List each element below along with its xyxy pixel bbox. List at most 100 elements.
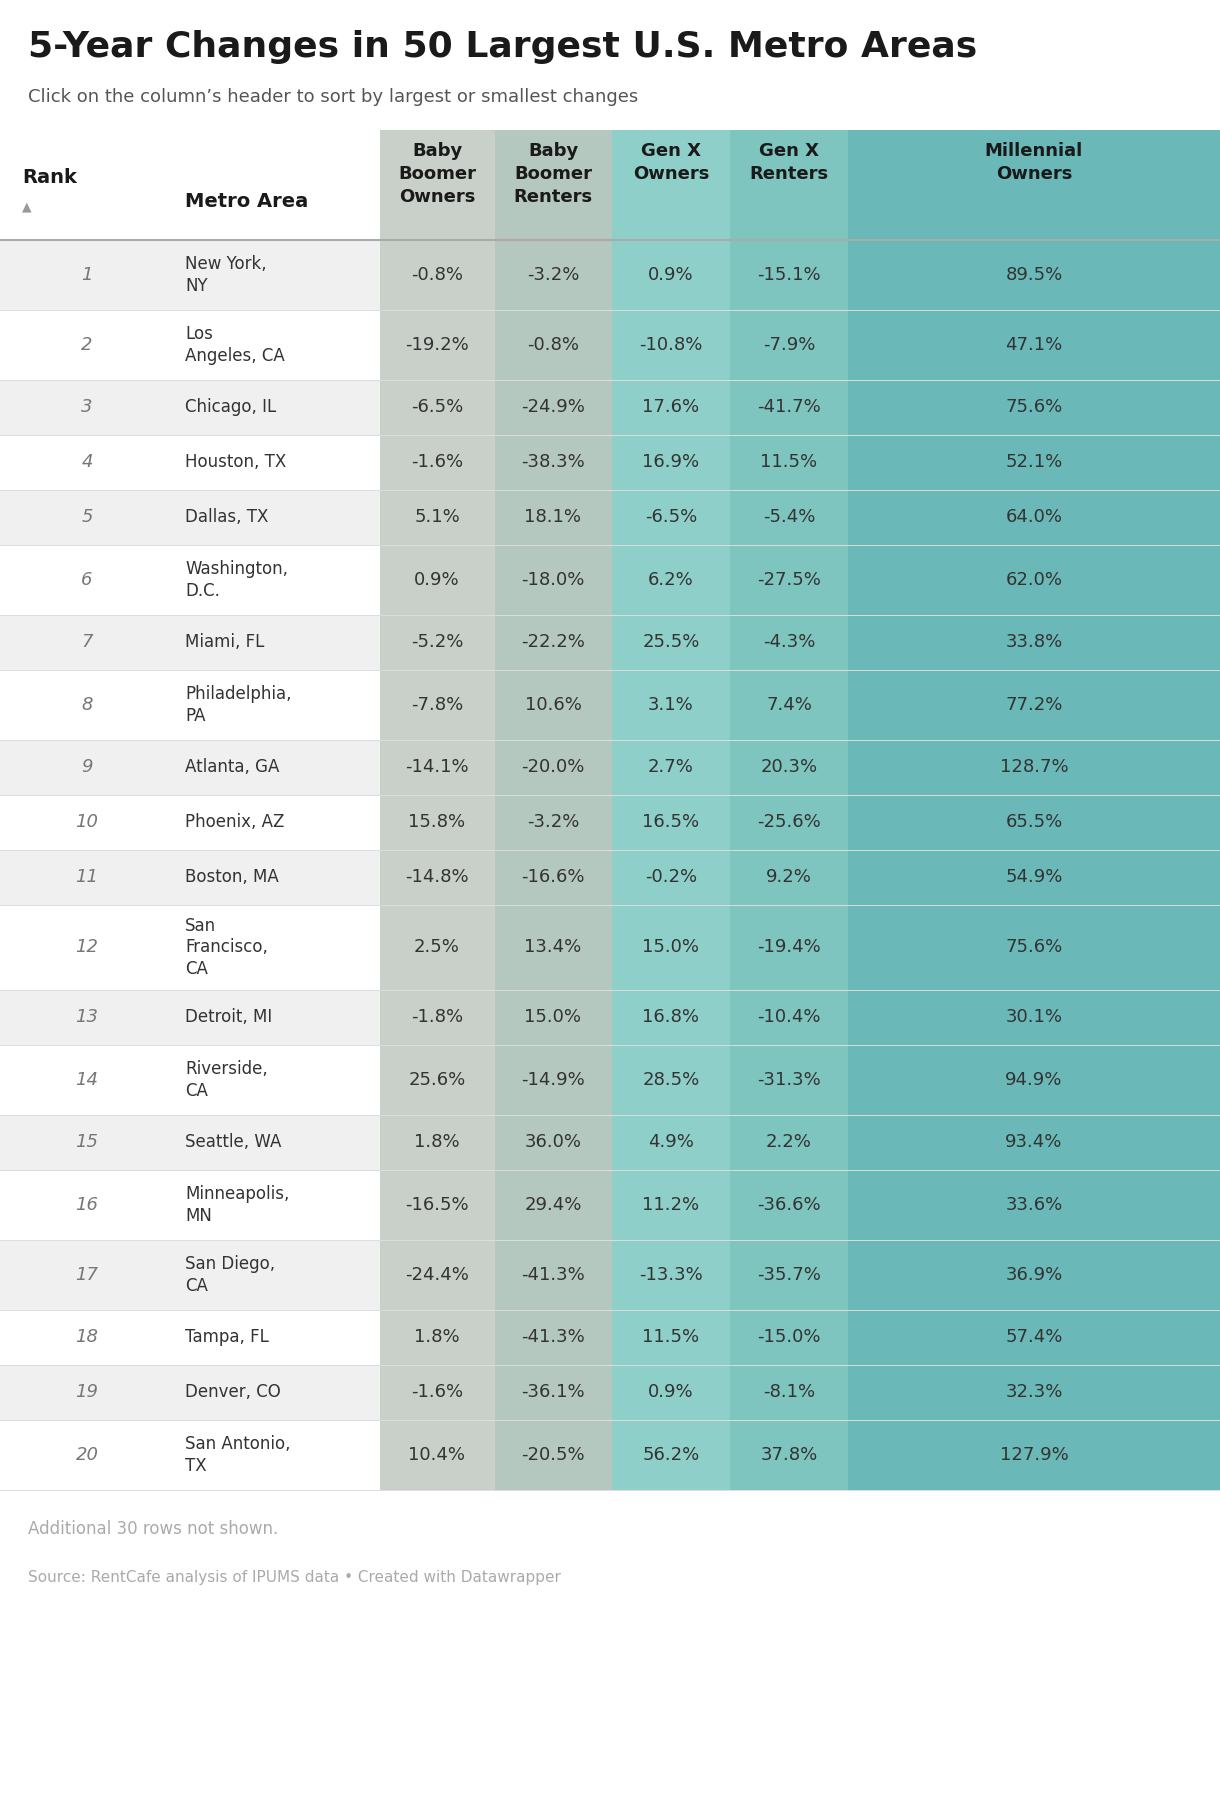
Text: -41.3%: -41.3% — [521, 1267, 584, 1283]
Text: 127.9%: 127.9% — [999, 1447, 1069, 1463]
Text: Baby
Boomer
Owners: Baby Boomer Owners — [398, 142, 476, 206]
Text: Washington,
D.C.: Washington, D.C. — [185, 561, 288, 601]
Text: -0.8%: -0.8% — [411, 266, 464, 284]
Text: Atlanta, GA: Atlanta, GA — [185, 757, 279, 775]
Text: San Diego,
CA: San Diego, CA — [185, 1256, 276, 1294]
Text: -36.6%: -36.6% — [758, 1196, 821, 1214]
Text: 13: 13 — [76, 1008, 99, 1026]
Text: 0.9%: 0.9% — [414, 571, 460, 590]
Text: 6.2%: 6.2% — [648, 571, 694, 590]
Text: 36.9%: 36.9% — [1005, 1267, 1063, 1283]
Text: -25.6%: -25.6% — [758, 814, 821, 832]
Text: 36.0%: 36.0% — [525, 1134, 582, 1150]
Text: 18.1%: 18.1% — [525, 508, 582, 526]
Text: -24.4%: -24.4% — [405, 1267, 468, 1283]
Text: -6.5%: -6.5% — [411, 399, 464, 417]
Text: 15.8%: 15.8% — [409, 814, 466, 832]
Text: 2.5%: 2.5% — [414, 937, 460, 956]
Text: 16.8%: 16.8% — [643, 1008, 699, 1026]
Text: 37.8%: 37.8% — [760, 1447, 817, 1463]
Text: -7.8%: -7.8% — [411, 695, 464, 713]
Text: 52.1%: 52.1% — [1005, 453, 1063, 471]
Text: Seattle, WA: Seattle, WA — [185, 1134, 282, 1150]
Text: 8: 8 — [82, 695, 93, 713]
Text: -27.5%: -27.5% — [758, 571, 821, 590]
Text: 10.6%: 10.6% — [525, 695, 582, 713]
Text: 15.0%: 15.0% — [643, 937, 699, 956]
Text: -14.9%: -14.9% — [521, 1070, 584, 1088]
Text: 6: 6 — [82, 571, 93, 590]
Text: -13.3%: -13.3% — [639, 1267, 703, 1283]
Text: -1.8%: -1.8% — [411, 1008, 464, 1026]
Text: -15.0%: -15.0% — [758, 1329, 821, 1347]
Text: 19: 19 — [76, 1383, 99, 1401]
Text: 75.6%: 75.6% — [1005, 399, 1063, 417]
Text: -38.3%: -38.3% — [521, 453, 584, 471]
Text: 128.7%: 128.7% — [999, 757, 1069, 775]
Text: -0.2%: -0.2% — [645, 868, 697, 886]
Text: -8.1%: -8.1% — [762, 1383, 815, 1401]
Text: Phoenix, AZ: Phoenix, AZ — [185, 814, 284, 832]
Text: 57.4%: 57.4% — [1005, 1329, 1063, 1347]
Text: 94.9%: 94.9% — [1005, 1070, 1063, 1088]
Text: 16: 16 — [76, 1196, 99, 1214]
Text: 93.4%: 93.4% — [1005, 1134, 1063, 1150]
Text: Click on the column’s header to sort by largest or smallest changes: Click on the column’s header to sort by … — [28, 87, 638, 106]
Text: -19.4%: -19.4% — [758, 937, 821, 956]
Text: 18: 18 — [76, 1329, 99, 1347]
Text: Metro Area: Metro Area — [185, 191, 309, 211]
Text: 0.9%: 0.9% — [648, 1383, 694, 1401]
Text: -7.9%: -7.9% — [762, 337, 815, 355]
Text: 9.2%: 9.2% — [766, 868, 813, 886]
Text: -18.0%: -18.0% — [521, 571, 584, 590]
Text: 89.5%: 89.5% — [1005, 266, 1063, 284]
Text: -31.3%: -31.3% — [758, 1070, 821, 1088]
Text: 64.0%: 64.0% — [1005, 508, 1063, 526]
Text: 12: 12 — [76, 937, 99, 956]
Text: 75.6%: 75.6% — [1005, 937, 1063, 956]
Text: Gen X
Renters: Gen X Renters — [749, 142, 828, 182]
Text: 9: 9 — [82, 757, 93, 775]
Text: 3: 3 — [82, 399, 93, 417]
Text: Philadelphia,
PA: Philadelphia, PA — [185, 686, 292, 724]
Text: San Antonio,
TX: San Antonio, TX — [185, 1436, 290, 1474]
Text: New York,
NY: New York, NY — [185, 255, 267, 295]
Text: -0.8%: -0.8% — [527, 337, 580, 355]
Text: 10.4%: 10.4% — [409, 1447, 466, 1463]
Text: Miami, FL: Miami, FL — [185, 633, 265, 652]
Text: -10.4%: -10.4% — [758, 1008, 821, 1026]
Text: Additional 30 rows not shown.: Additional 30 rows not shown. — [28, 1520, 278, 1538]
Text: 20.3%: 20.3% — [760, 757, 817, 775]
Text: Rank: Rank — [22, 167, 77, 187]
Text: 14: 14 — [76, 1070, 99, 1088]
Text: 25.6%: 25.6% — [409, 1070, 466, 1088]
Text: Denver, CO: Denver, CO — [185, 1383, 281, 1401]
Text: 13.4%: 13.4% — [525, 937, 582, 956]
Text: 33.8%: 33.8% — [1005, 633, 1063, 652]
Text: Tampa, FL: Tampa, FL — [185, 1329, 268, 1347]
Text: Los
Angeles, CA: Los Angeles, CA — [185, 326, 284, 364]
Text: 54.9%: 54.9% — [1005, 868, 1063, 886]
Text: -41.3%: -41.3% — [521, 1329, 584, 1347]
Text: 32.3%: 32.3% — [1005, 1383, 1063, 1401]
Text: -20.5%: -20.5% — [521, 1447, 584, 1463]
Text: 65.5%: 65.5% — [1005, 814, 1063, 832]
Text: -1.6%: -1.6% — [411, 1383, 464, 1401]
Text: -3.2%: -3.2% — [527, 814, 580, 832]
Text: 56.2%: 56.2% — [643, 1447, 699, 1463]
Text: 11.5%: 11.5% — [760, 453, 817, 471]
Text: 30.1%: 30.1% — [1005, 1008, 1063, 1026]
Text: -20.0%: -20.0% — [521, 757, 584, 775]
Text: 11.5%: 11.5% — [643, 1329, 699, 1347]
Text: Boston, MA: Boston, MA — [185, 868, 278, 886]
Text: 17: 17 — [76, 1267, 99, 1283]
Text: -3.2%: -3.2% — [527, 266, 580, 284]
Text: 5.1%: 5.1% — [414, 508, 460, 526]
Text: 0.9%: 0.9% — [648, 266, 694, 284]
Text: 29.4%: 29.4% — [525, 1196, 582, 1214]
Text: -14.1%: -14.1% — [405, 757, 468, 775]
Text: 1.8%: 1.8% — [414, 1134, 460, 1150]
Text: 15: 15 — [76, 1134, 99, 1150]
Text: Minneapolis,
MN: Minneapolis, MN — [185, 1185, 289, 1225]
Text: 77.2%: 77.2% — [1005, 695, 1063, 713]
